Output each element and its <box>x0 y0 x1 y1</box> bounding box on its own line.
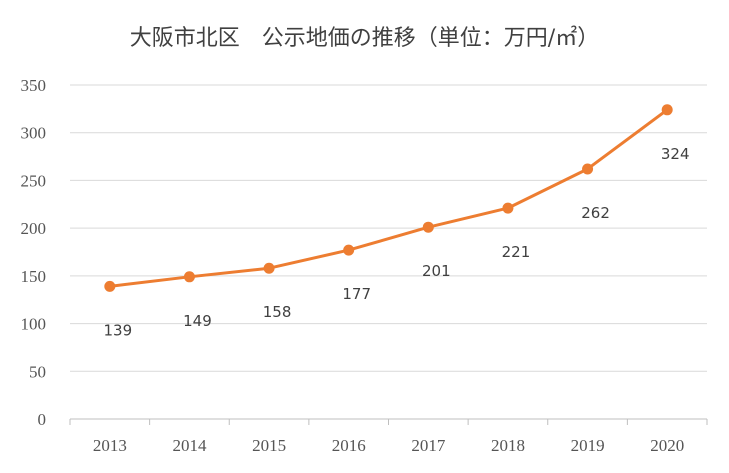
y-tick-label: 150 <box>21 267 47 286</box>
chart-title: 大阪市北区 公示地価の推移（単位：万円/㎡） <box>129 26 600 51</box>
data-point <box>661 104 673 116</box>
y-tick-label: 200 <box>21 219 47 238</box>
data-label: 158 <box>263 303 292 321</box>
x-axis: 2013 2014 2015 2016 2017 2018 2019 2020 <box>69 418 708 455</box>
x-tick-label: 2017 <box>411 436 446 455</box>
x-tick-label: 2016 <box>332 436 366 455</box>
y-tick-label: 350 <box>21 76 47 95</box>
data-labels: 139 149 158 177 201 221 262 324 <box>103 145 689 340</box>
data-label: 324 <box>661 145 690 163</box>
data-label: 177 <box>342 285 371 303</box>
series-line <box>109 108 669 288</box>
y-tick-label: 0 <box>38 410 47 429</box>
data-label: 262 <box>581 204 610 222</box>
y-axis: 0 50 100 150 200 250 300 350 <box>21 76 47 429</box>
y-tick-label: 250 <box>21 171 47 190</box>
series-layer <box>104 104 673 292</box>
data-point <box>104 280 116 292</box>
data-point <box>422 221 434 233</box>
data-label: 201 <box>422 262 451 280</box>
data-label: 149 <box>183 312 212 330</box>
y-tick-label: 300 <box>21 124 47 143</box>
x-tick-label: 2018 <box>491 436 525 455</box>
x-tick-label: 2020 <box>650 436 684 455</box>
data-point <box>183 271 195 283</box>
data-label: 221 <box>502 243 531 261</box>
x-tick-label: 2015 <box>252 436 286 455</box>
y-tick-label: 50 <box>29 362 46 381</box>
data-label: 139 <box>103 321 132 339</box>
x-tick-label: 2014 <box>172 436 207 455</box>
x-tick-label: 2019 <box>571 436 605 455</box>
data-point <box>502 202 514 214</box>
x-tick-label: 2013 <box>93 436 127 455</box>
y-tick-label: 100 <box>21 315 47 334</box>
data-point <box>582 163 594 175</box>
gridlines <box>70 84 707 372</box>
data-point <box>343 244 355 256</box>
data-point <box>263 262 275 274</box>
